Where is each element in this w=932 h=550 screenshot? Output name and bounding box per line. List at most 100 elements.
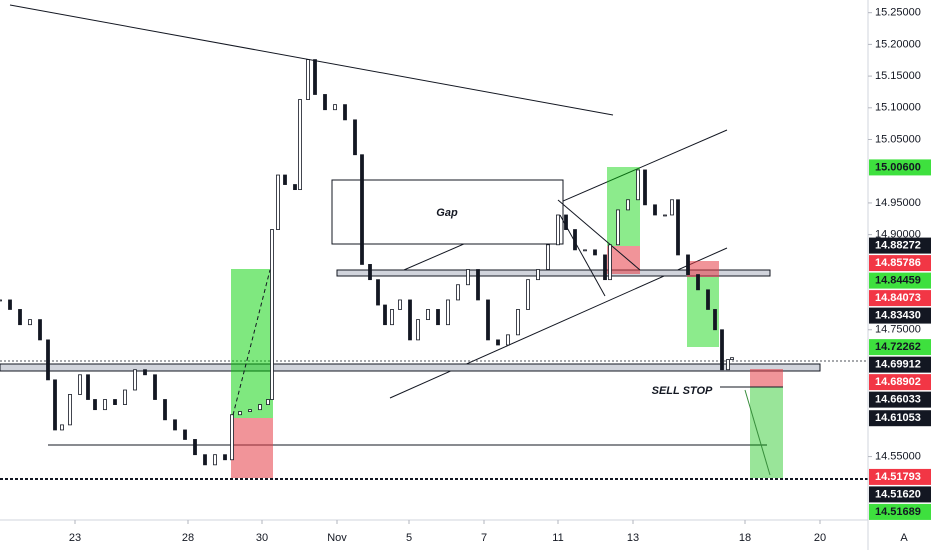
x-tick-label: 5	[406, 532, 412, 544]
price-badge	[869, 503, 931, 520]
candle	[60, 424, 64, 431]
price-badge	[869, 339, 931, 356]
candle	[670, 199, 674, 216]
price-badge	[869, 410, 931, 427]
y-tick-label: 15.05000	[875, 133, 921, 145]
x-tick-label: 7	[481, 532, 487, 544]
candle	[343, 104, 347, 121]
candle	[416, 319, 420, 341]
y-tick-label: 14.90000	[875, 229, 921, 241]
y-tick-label: 14.95000	[875, 197, 921, 209]
price-badge	[869, 374, 931, 391]
candle	[153, 374, 157, 400]
long-target	[231, 269, 273, 418]
candle	[686, 254, 690, 275]
candle	[360, 154, 364, 265]
candles	[0, 59, 734, 466]
annotation: Gap	[436, 207, 458, 219]
candle	[223, 454, 227, 461]
candle	[173, 419, 177, 431]
price-badge-label: 14.51689	[875, 506, 921, 518]
candle	[103, 399, 107, 411]
candle	[248, 409, 252, 412]
short-stop	[687, 261, 719, 277]
candle	[298, 99, 302, 191]
candle	[376, 279, 380, 306]
price-badge-label: 14.68902	[875, 376, 921, 388]
candle	[616, 209, 620, 246]
price-badge	[869, 307, 931, 324]
x-tick-label: 11	[552, 532, 563, 544]
long-stop	[231, 418, 273, 478]
price-badge	[869, 356, 931, 373]
candle	[283, 174, 287, 185]
candle	[653, 204, 657, 216]
long-stop	[607, 246, 640, 274]
candle	[536, 269, 540, 281]
candle	[626, 199, 630, 211]
candle	[68, 394, 72, 426]
price-badge	[869, 255, 931, 272]
candle	[526, 279, 530, 310]
candle	[86, 374, 90, 400]
candle	[466, 269, 470, 286]
candle	[726, 359, 730, 371]
candle	[46, 339, 50, 381]
price-badge	[869, 391, 931, 408]
price-badge	[869, 159, 931, 176]
candle	[238, 411, 242, 416]
candle	[608, 244, 612, 281]
candle	[53, 379, 57, 431]
candle	[564, 214, 568, 230]
price-badge-label: 14.83430	[875, 309, 921, 321]
y-tick-label: 15.10000	[875, 102, 921, 114]
price-badge-label: 14.66033	[875, 394, 921, 406]
candle	[720, 329, 724, 371]
y-tick-label: 15.25000	[875, 7, 921, 19]
candle	[193, 439, 197, 456]
x-tick-label: 23	[69, 532, 81, 544]
price-badge-label: 14.84073	[875, 292, 921, 304]
candle	[133, 369, 137, 391]
price-badge-label: 14.88272	[875, 239, 921, 251]
candle	[368, 264, 372, 281]
price-badge-label: 14.51793	[875, 471, 921, 483]
candle	[18, 309, 22, 326]
candle	[383, 304, 387, 326]
y-tick-label: 14.75000	[875, 324, 921, 336]
candle	[93, 399, 97, 411]
zone	[0, 363, 821, 372]
candle	[730, 357, 734, 360]
candle	[38, 319, 42, 341]
candle	[603, 254, 607, 281]
long-target	[607, 167, 640, 246]
candle	[643, 169, 647, 206]
candle	[143, 369, 147, 376]
y-tick-label: 14.55000	[875, 450, 921, 462]
candle	[333, 104, 337, 111]
x-tick-label: 20	[814, 532, 826, 544]
price-badge	[869, 272, 931, 289]
candle	[8, 299, 12, 310]
candle	[276, 174, 280, 230]
candle	[163, 399, 167, 421]
x-tick-label: 13	[627, 532, 639, 544]
candle	[556, 214, 560, 246]
price-badge-label: 14.72262	[875, 341, 921, 353]
scale-mode[interactable]: A	[900, 532, 908, 544]
candle	[213, 454, 217, 466]
wedge-line	[557, 199, 641, 271]
price-badge-label: 15.00600	[875, 161, 921, 173]
x-tick-label: 30	[256, 532, 268, 544]
candle	[456, 284, 460, 301]
annotation: SELL STOP	[652, 385, 713, 397]
price-badge-label: 14.84459	[875, 274, 921, 286]
price-badge	[869, 290, 931, 307]
y-tick-label: 15.20000	[875, 38, 921, 50]
drawings	[0, 0, 869, 550]
gap-box	[331, 179, 564, 245]
arrow	[232, 269, 271, 416]
price-badge	[869, 486, 931, 503]
candle	[183, 429, 187, 440]
price-badge-label: 14.51620	[875, 488, 921, 500]
